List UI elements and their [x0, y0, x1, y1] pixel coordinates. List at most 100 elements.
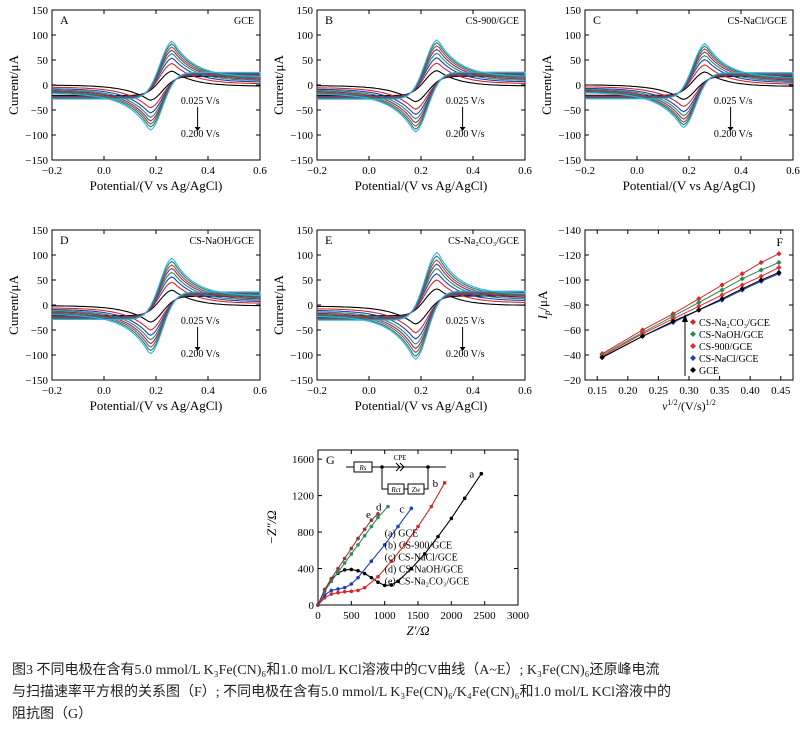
- x-tick-label-A: −0.2: [42, 165, 62, 177]
- scan-rate-bottom-label: 0.200 V/s: [446, 129, 485, 140]
- x-tick-label-B: 0.0: [362, 165, 376, 177]
- fit-line: [601, 267, 780, 357]
- y-tick-label-E: 150: [297, 225, 314, 237]
- scan-rate-bottom-label: 0.200 V/s: [446, 349, 485, 360]
- x-axis-label: Potential/(V vs Ag/AgCl): [355, 178, 488, 193]
- x-tick-label-D: 0.2: [149, 385, 163, 397]
- y-tick-label-B: 100: [297, 30, 314, 42]
- fit-line: [601, 253, 780, 355]
- fit-line: [601, 273, 780, 358]
- arrow-head-icon: [459, 127, 466, 131]
- y-tick-label-F: −140: [558, 225, 581, 237]
- data-point: [758, 267, 764, 273]
- data-point: [362, 571, 367, 576]
- x-tick-label-B: 0.6: [518, 165, 532, 177]
- data-point: [389, 559, 394, 564]
- x-tick-label-D: 0.6: [253, 385, 267, 397]
- x-tick-label-F: 0.15: [588, 385, 608, 397]
- y-tick-label-E: 0: [308, 300, 314, 312]
- caption-line-2: 与扫描速率平方根的关系图（F）; 不同电极在含有5.0 mmol/L K₃Fe(…: [12, 685, 671, 700]
- x-tick-label-F: 0.40: [741, 385, 761, 397]
- data-point: [376, 574, 380, 579]
- data-point: [416, 524, 420, 529]
- y-tick-label-D: 0: [43, 300, 49, 312]
- data-point: [389, 583, 394, 587]
- data-point: [369, 518, 374, 523]
- data-point: [336, 587, 340, 591]
- y-tick-label-A: −50: [31, 105, 49, 117]
- x-axis-label: Z′/Ω: [406, 623, 429, 638]
- y-axis-label-i: I: [535, 314, 550, 320]
- data-point: [329, 592, 334, 596]
- data-point: [719, 287, 725, 293]
- x-axis-label: Potential/(V vs Ag/AgCl): [355, 398, 488, 413]
- scan-rate-top-label: 0.025 V/s: [446, 96, 485, 107]
- panel-label: G: [326, 453, 335, 467]
- y-tick-label-E: −100: [290, 350, 313, 362]
- y-tick-label-G: 400: [298, 564, 315, 576]
- data-point: [382, 543, 387, 547]
- data-point: [369, 559, 374, 564]
- legend-entry: CS-Na₂CO₃/GCE: [699, 318, 770, 329]
- legend-marker: [690, 319, 696, 325]
- y-tick-label-E: −50: [296, 325, 314, 337]
- cv-panel-D: −0.2 0.0 0.2 0.4 0.6 −150 −100 −50 0 50 100 150 D CS-…: [6, 225, 267, 413]
- data-point: [429, 504, 434, 509]
- panel-label: F: [776, 235, 783, 249]
- scan-rate-bottom-label: 0.200 V/s: [181, 129, 220, 140]
- panel-label: B: [325, 13, 333, 27]
- cv-panel-A: −0.2 0.0 0.2 0.4 0.6 −150 −100 −50 0 50 100 150 A GCE…: [6, 5, 267, 193]
- data-point: [356, 543, 360, 547]
- legend-marker: [690, 355, 696, 361]
- cv-panel-B: −0.2 0.0 0.2 0.4 0.6 −150 −100 −50 0 50 100 150 B CS-…: [271, 5, 532, 193]
- x-axis-label-unit: /(V/s): [678, 399, 706, 413]
- y-tick-label-F: −40: [564, 350, 582, 362]
- data-point: [409, 566, 414, 571]
- data-point: [329, 576, 334, 581]
- electrode-label: CS-900/GCE: [466, 16, 519, 27]
- caption-line-3: 阻抗图（G）: [12, 707, 93, 722]
- data-point: [336, 566, 340, 571]
- y-tick-label-B: −50: [296, 105, 314, 117]
- x-axis-label-sup: 1/2: [667, 398, 677, 407]
- data-point: [342, 585, 347, 590]
- y-tick-label-C: −50: [564, 105, 582, 117]
- y-tick-label-C: 50: [570, 55, 582, 67]
- legend-entry: (b) CS-900/GCE: [385, 541, 453, 552]
- y-tick-label-A: −150: [25, 155, 48, 167]
- x-axis-label: Potential/(V vs Ag/AgCl): [90, 178, 223, 193]
- y-tick-label-B: 0: [308, 80, 314, 92]
- resistor-rs-icon: [353, 461, 373, 473]
- x-axis-label: Potential/(V vs Ag/AgCl): [623, 178, 756, 193]
- data-point: [739, 286, 745, 292]
- cv-curve: [317, 251, 526, 361]
- data-point: [776, 259, 782, 266]
- x-tick-label-C: 0.2: [682, 165, 696, 177]
- y-tick-label-G: 1200: [292, 491, 315, 503]
- x-tick-label-G: 2000: [440, 610, 463, 622]
- y-tick-label-B: 50: [302, 55, 314, 67]
- data-point: [402, 543, 407, 547]
- data-point: [342, 589, 347, 594]
- data-point: [349, 567, 354, 572]
- cv-panel-C: −0.2 0.0 0.2 0.4 0.6 −150 −100 −50 0 50 100 150 C CS-…: [539, 5, 800, 193]
- legend-entry: CS-900/GCE: [699, 342, 752, 353]
- y-tick-label-C: −100: [558, 130, 581, 142]
- cpe-icon: [395, 462, 405, 472]
- panel-label: C: [593, 13, 601, 27]
- data-point: [409, 506, 414, 511]
- data-point: [329, 588, 334, 593]
- data-point: [356, 569, 360, 573]
- y-tick-label-F: −60: [564, 325, 582, 337]
- x-tick-label-F: 0.30: [679, 385, 699, 397]
- legend-entry: GCE: [699, 366, 719, 377]
- x-tick-label-F: 0.45: [771, 385, 791, 397]
- data-point: [362, 527, 367, 532]
- y-tick-label-G: 0: [309, 600, 315, 612]
- y-axis-label: −Z″/Ω: [264, 510, 279, 544]
- data-point: [382, 583, 387, 588]
- circuit-label-zw: Zw: [412, 486, 421, 494]
- scan-rate-top-label: 0.025 V/s: [446, 316, 485, 327]
- arrow-head-icon: [682, 314, 688, 322]
- y-tick-label-F: −80: [564, 300, 582, 312]
